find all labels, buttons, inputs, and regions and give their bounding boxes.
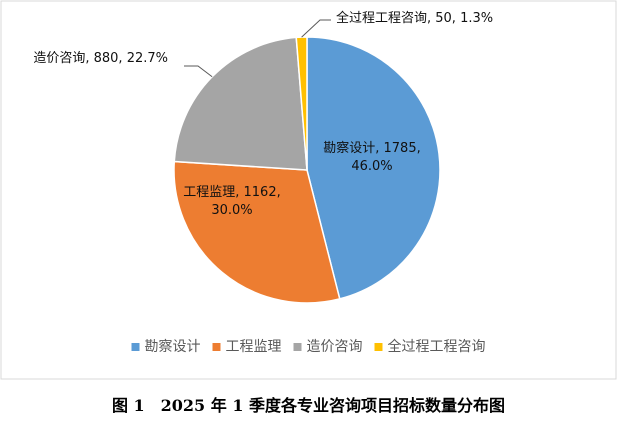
data-label-zaojia-zixun: 造价咨询, 880, 22.7% xyxy=(33,51,168,66)
legend-marker-zaojia-zixun xyxy=(293,343,302,351)
data-label-gongcheng-jianli-line-1: 工程监理, 1162, xyxy=(183,185,280,200)
legend-label-gongcheng-jianli: 工程监理 xyxy=(226,339,282,355)
data-labels: 勘察设计, 1785, 46.0% 工程监理, 1162, 30.0% 造价咨询, 88… xyxy=(33,10,493,218)
data-label-kancha-sheji-line-1: 勘察设计, 1785, xyxy=(323,141,420,156)
legend-marker-kancha-sheji xyxy=(131,343,140,351)
legend-marker-gongcheng-jianli xyxy=(212,343,221,351)
pie-chart: 勘察设计, 1785, 46.0% 工程监理, 1162, 30.0% 造价咨询, 88… xyxy=(0,0,617,380)
chart-frame: 勘察设计, 1785, 46.0% 工程监理, 1162, 30.0% 造价咨询, 88… xyxy=(0,0,617,380)
pie-slices xyxy=(173,36,441,304)
data-label-quanguocheng-zixun: 全过程工程咨询, 50, 1.3% xyxy=(336,10,493,26)
leader-lines xyxy=(184,19,331,78)
pie-slice-gongcheng-jianli xyxy=(173,160,341,304)
leader-line-quanguocheng-zixun xyxy=(301,19,331,38)
leader-line-zaojia-zixun xyxy=(184,65,213,78)
data-label-gongcheng-jianli-line-2: 30.0% xyxy=(211,203,252,218)
legend-marker-quanguocheng-zixun xyxy=(374,343,383,351)
pie-slice-kancha-sheji xyxy=(306,36,441,300)
legend-label-zaojia-zixun: 造价咨询 xyxy=(307,339,363,355)
pie-slice-zaojia-zixun xyxy=(173,36,308,171)
legend-label-quanguocheng-zixun: 全过程工程咨询 xyxy=(388,338,486,355)
data-label-kancha-sheji-line-2: 46.0% xyxy=(351,159,392,174)
legend: 勘察设计 工程监理 造价咨询 全过程工程咨询 xyxy=(131,338,486,355)
figure-caption: 图 1 2025 年 1 季度各专业咨询项目招标数量分布图 xyxy=(111,396,506,415)
legend-label-kancha-sheji: 勘察设计 xyxy=(145,338,201,355)
